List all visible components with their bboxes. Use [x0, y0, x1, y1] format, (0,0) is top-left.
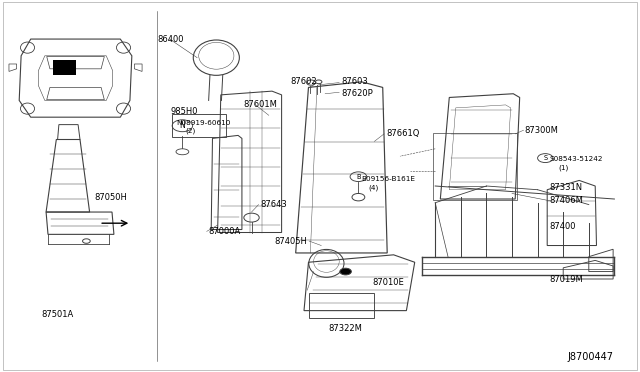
Text: 87050H: 87050H — [95, 193, 127, 202]
Text: 87019M: 87019M — [549, 275, 583, 284]
Text: J8700447: J8700447 — [567, 352, 613, 362]
Text: N08919-60610: N08919-60610 — [176, 120, 230, 126]
Text: 87406M: 87406M — [549, 196, 583, 205]
Text: 87602: 87602 — [291, 77, 317, 86]
Text: 86400: 86400 — [157, 35, 184, 44]
Text: 87603: 87603 — [341, 77, 368, 86]
Text: 87661Q: 87661Q — [386, 129, 419, 138]
Text: B: B — [356, 174, 361, 180]
Text: (1): (1) — [558, 164, 568, 171]
Text: 87300M: 87300M — [525, 126, 559, 135]
Text: 87620P: 87620P — [341, 89, 373, 97]
Text: 87010E: 87010E — [372, 278, 404, 287]
Text: 87331N: 87331N — [549, 183, 582, 192]
Text: (4): (4) — [369, 184, 379, 191]
Text: 985H0: 985H0 — [171, 107, 198, 116]
Text: 87322M: 87322M — [329, 324, 362, 333]
Circle shape — [340, 268, 351, 275]
Text: S08543-51242: S08543-51242 — [549, 156, 603, 162]
Text: S: S — [543, 155, 547, 161]
Text: 87405H: 87405H — [275, 237, 307, 246]
FancyBboxPatch shape — [53, 60, 76, 75]
Text: (2): (2) — [186, 128, 196, 134]
Text: N: N — [180, 121, 185, 130]
Text: 87601M: 87601M — [244, 100, 278, 109]
Text: 87643: 87643 — [260, 200, 287, 209]
Text: 87501A: 87501A — [42, 310, 74, 319]
Text: B09156-B161E: B09156-B161E — [362, 176, 415, 182]
Text: 87000A: 87000A — [208, 227, 240, 236]
Text: 87400: 87400 — [549, 222, 575, 231]
